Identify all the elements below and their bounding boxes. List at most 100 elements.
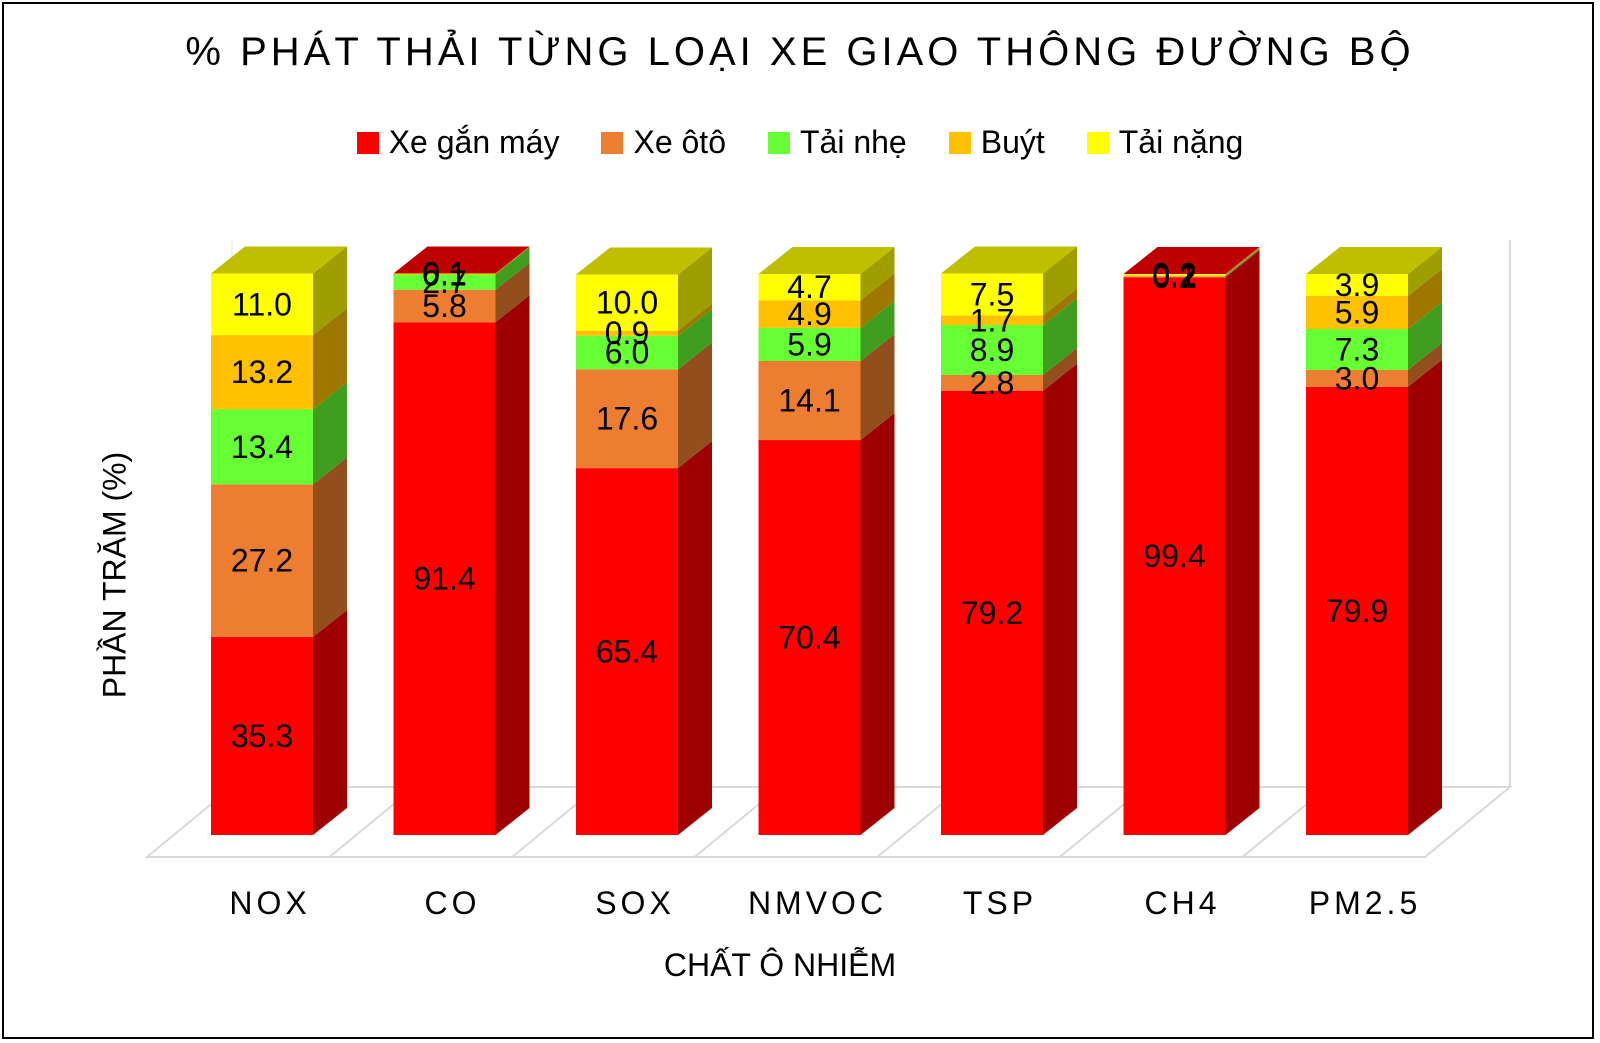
bar-segment-front — [1306, 369, 1408, 387]
legend-swatch — [767, 131, 790, 154]
data-label: 13.2 — [231, 354, 293, 390]
bar-segment-front — [393, 274, 496, 290]
bar-segment-side — [1225, 248, 1260, 277]
bar-segment-front — [758, 274, 861, 301]
data-label: 0.1 — [1152, 257, 1196, 293]
data-label: 79.2 — [961, 595, 1023, 631]
bar-segment-front — [211, 409, 313, 485]
bar-segment-front — [758, 440, 861, 835]
data-label: 14.1 — [778, 383, 840, 419]
bar-segment-front — [576, 468, 678, 835]
bar-segment-front — [211, 484, 313, 637]
data-label: 0.9 — [605, 315, 649, 351]
bar-segment-front — [941, 374, 1043, 391]
legend: Xe gắn máy Xe ôtô Tải nhẹ Buýt Tải nặng — [0, 124, 1600, 161]
bar-segment-side — [860, 247, 895, 301]
data-label: 6.0 — [605, 335, 649, 371]
bar-segment-side — [313, 308, 347, 410]
bar-segment-side — [1408, 301, 1442, 370]
bar-segment-side — [495, 295, 530, 836]
bar-segment-front — [1123, 277, 1226, 836]
bar-segment-front — [576, 330, 678, 336]
bar-segment-front — [211, 636, 313, 835]
data-label: 7.3 — [1335, 331, 1379, 367]
bar-segment-side — [1408, 247, 1442, 296]
legend-label: Tải nặng — [1118, 124, 1244, 160]
bar-segment-front — [576, 335, 678, 370]
bar-segment-side — [1408, 342, 1442, 387]
bar-segment-side — [678, 308, 712, 370]
data-label: 11.0 — [232, 286, 292, 322]
data-label: 5.9 — [787, 326, 831, 362]
data-label: 5.8 — [422, 288, 466, 324]
data-label: 3.9 — [1335, 267, 1379, 303]
bar-segment-side — [495, 247, 530, 290]
bar-segment-front — [941, 325, 1043, 375]
x-tick-label: PM2.5 — [1309, 885, 1421, 921]
bar-segment-front — [1123, 275, 1226, 277]
bar-segment-side — [1225, 249, 1260, 278]
data-label: 70.4 — [778, 620, 840, 656]
legend-item: Xe gắn máy — [356, 124, 560, 161]
data-label: 0.1 — [422, 256, 466, 292]
data-label: 99.4 — [1143, 538, 1205, 574]
data-label: 0.1 — [1152, 258, 1196, 294]
bar-segment-side — [1408, 268, 1442, 329]
bar-segment-side — [860, 273, 895, 328]
bar-segment-front — [1123, 274, 1226, 276]
data-label: 8.9 — [970, 332, 1014, 368]
bar-segment-side — [860, 413, 895, 835]
bar-segment-side — [313, 609, 347, 835]
bar-segment-side — [313, 457, 347, 637]
legend-swatch — [356, 131, 379, 154]
bar-segment-front — [211, 273, 313, 336]
chart-title: % PHÁT THẢI TỪNG LOẠI XE GIAO THÔNG ĐƯỜN… — [185, 30, 1415, 74]
bar-segment-front — [393, 322, 496, 836]
bar-segment-side — [1225, 250, 1260, 836]
bar-segment-side — [495, 246, 530, 274]
x-tick-label: SOX — [595, 885, 675, 921]
bar-segment-side — [1043, 246, 1077, 316]
legend-swatch — [601, 131, 624, 154]
bar-segment-front — [1306, 386, 1408, 835]
data-label: 3.0 — [1335, 360, 1379, 396]
legend-swatch — [948, 131, 971, 154]
data-label: 91.4 — [413, 561, 475, 597]
legend-item: Buýt — [948, 124, 1045, 161]
data-label: 35.3 — [231, 718, 293, 754]
legend-label: Xe gắn máy — [388, 124, 560, 160]
x-axis-label: CHẤT Ô NHIỄM — [663, 947, 897, 983]
legend-swatch — [1086, 131, 1109, 154]
bar-segment-side — [860, 333, 895, 441]
data-label: 2.8 — [970, 365, 1014, 401]
bar-segment-front — [758, 360, 861, 441]
bar-segment-side — [495, 247, 530, 275]
data-label: 4.7 — [787, 269, 831, 305]
data-label: 17.6 — [596, 401, 658, 437]
legend-label: Buýt — [980, 124, 1045, 160]
data-label: 5.9 — [1335, 294, 1379, 330]
bar-segment-front — [393, 289, 496, 323]
bar-segment-front — [758, 327, 861, 361]
bar-top-face — [1306, 247, 1442, 274]
bar-segment-side — [1043, 298, 1077, 375]
data-label: 2.7 — [422, 264, 466, 300]
bar-segment-side — [678, 342, 712, 469]
x-tick-label: CH4 — [1144, 885, 1220, 921]
legend-item: Tải nhẹ — [767, 124, 907, 161]
bar-segment-front — [393, 274, 496, 275]
x-tick-label: NOX — [229, 885, 310, 921]
data-label: 4.9 — [787, 296, 831, 332]
bar-top-face — [211, 246, 347, 274]
x-tick-label: TSP — [963, 885, 1037, 921]
bar-segment-side — [313, 382, 347, 485]
bar-segment-side — [1043, 347, 1077, 391]
bar-top-face — [576, 247, 712, 275]
bar-segment-front — [576, 369, 678, 469]
data-label: 0.2 — [1152, 257, 1196, 293]
x-tick-label: NMVOC — [748, 885, 887, 921]
bar-segment-front — [941, 390, 1043, 835]
legend-label: Xe ôtô — [633, 124, 726, 160]
bar-segment-side — [313, 246, 347, 336]
